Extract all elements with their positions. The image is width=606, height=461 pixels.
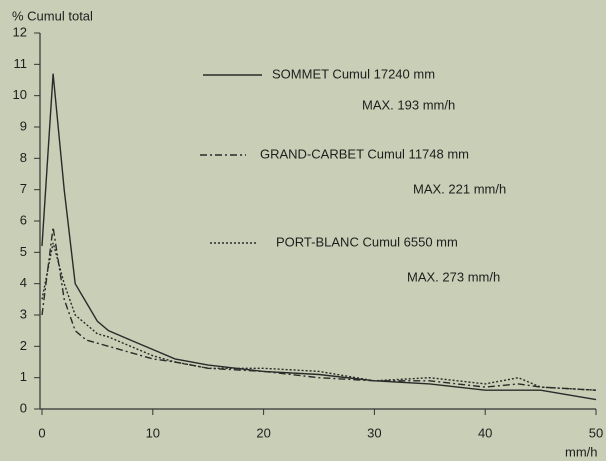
x-tick-label: 0 [38,425,45,440]
y-tick-label: 6 [20,212,27,227]
y-tick-label: 0 [20,400,27,415]
y-tick-label: 10 [13,87,27,102]
x-tick-label: 30 [367,425,381,440]
y-tick-label: 8 [20,150,27,165]
legend-label: SOMMET Cumul 17240 mm [272,66,435,81]
series-line [41,242,597,391]
y-tick-label: 2 [20,338,27,353]
y-tick-label: 7 [20,181,27,196]
y-axis-label: % Cumul total [12,8,93,23]
y-tick-label: 4 [20,275,27,290]
x-tick-label: 20 [256,425,270,440]
y-tick-label: 1 [20,369,27,384]
y-tick-label: 11 [14,56,28,71]
y-tick-label: 12 [13,24,27,39]
legend-label: PORT-BLANC Cumul 6550 mm [276,234,458,249]
x-tick-label: 10 [146,425,160,440]
x-tick-label: 50 [589,425,603,440]
legend-note: MAX. 273 mm/h [407,269,500,284]
legend-note: MAX. 193 mm/h [362,97,455,112]
y-tick-label: 5 [20,244,27,259]
y-tick-label: 9 [20,118,27,133]
legend-note: MAX. 221 mm/h [413,181,506,196]
legend-label: GRAND-CARBET Cumul 11748 mm [260,146,469,161]
x-tick-label: 40 [478,425,492,440]
y-tick-label: 3 [20,306,27,321]
series-line [41,73,597,401]
x-axis-label: mm/h [565,444,598,459]
